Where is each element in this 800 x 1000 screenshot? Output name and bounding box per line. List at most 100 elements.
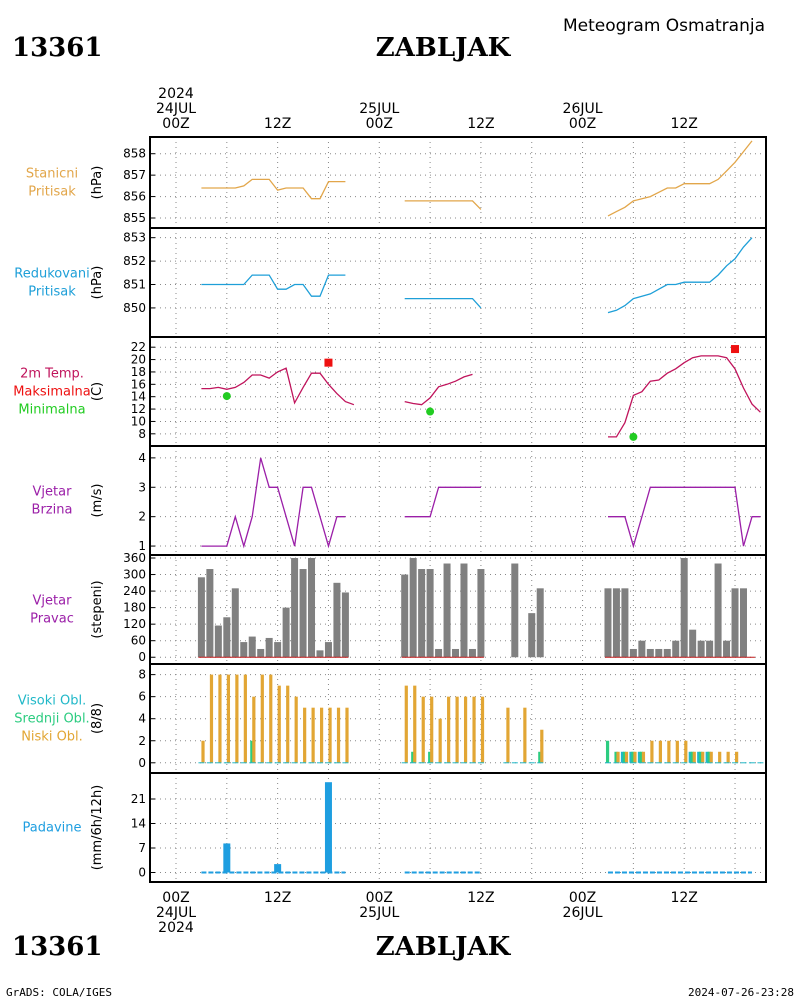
time-tick-bottom: 26JUL [563,905,603,921]
direction-bar [341,592,349,658]
cloud-bar [692,751,696,763]
direction-bar [680,558,688,658]
station-id-top: 13361 [12,33,102,63]
panel-frame [149,136,767,229]
panel-label: Visoki Obl. [18,694,86,709]
direction-bar [274,642,282,658]
direction-bar [672,640,680,658]
series-line [607,237,753,314]
cloud-bar [269,674,273,763]
panel-stanicni: 855 856 857 858 (hPa) Stanicni Pritisak [26,136,767,229]
series-line [608,486,761,549]
cloud-bar [614,751,618,763]
cloud-bar [250,740,254,763]
direction-bar [291,558,299,658]
cloud-bar [667,740,671,763]
cloud-bar [605,740,610,763]
cloud-bar [480,696,485,763]
precip-bar [274,864,282,873]
y-tick-label: 180 [123,601,146,615]
direction-bar [629,648,637,658]
time-tick-bottom: 00Z [162,890,189,906]
time-tick-top: 00Z [569,116,596,132]
cloud-bar [624,751,629,763]
cloud-bar [506,707,510,763]
y-tick-label: 8 [138,668,146,682]
y-tick-label: 16 [131,377,146,391]
y-tick-label: 21 [131,792,146,806]
cloud-bar [658,740,662,763]
cloud-bar [709,751,713,763]
cloud-bar [421,696,425,763]
y-tick-label: 858 [123,147,146,161]
direction-bar [528,613,536,658]
cloud-bar [699,751,703,763]
panel-padavine: 0 7 14 21 (mm/6h/12h) Padavine [23,772,767,883]
direction-bar [257,648,265,658]
series-line [404,297,482,309]
y-tick-label: 853 [123,231,146,245]
cloud-bar [463,696,468,763]
cloud-bar [718,751,722,763]
direction-bar [731,588,739,658]
cloud-bar [637,751,642,763]
cloud-bar [633,751,637,763]
cloud-bar [226,674,231,763]
panel-frame [149,445,767,556]
footer-timestamp: 2024-07-26-23:28 [688,986,794,999]
y-tick-label: 850 [123,301,146,315]
time-tick-top: 12Z [264,116,291,132]
y-tick-label: 10 [131,414,146,428]
time-tick-bottom: 2024 [158,920,194,936]
direction-bar [612,588,620,658]
direction-bar [223,617,231,658]
cloud-bar [726,751,730,763]
direction-bar [460,563,468,658]
panel-label: Brzina [32,503,73,518]
cloud-bar [411,751,415,763]
panels: 855856857858(hPa)StanicniPritisak8508518… [13,136,767,883]
y-axis-label: (hPa) [90,266,105,300]
y-tick-label: 8 [138,427,146,441]
cloud-bar [622,751,627,763]
series-line [404,486,481,518]
y-axis-label: (8/8) [90,703,105,734]
direction-bar [299,569,307,658]
y-tick-label: 0 [138,866,146,880]
cloud-bar [252,696,256,763]
cloud-bar [286,685,290,763]
time-tick-bottom: 00Z [569,890,596,906]
cloud-bar [697,751,701,763]
cloud-bar [235,674,239,763]
precip-bar [223,843,231,873]
direction-bar [324,642,332,658]
panel-frame [149,227,767,338]
direction-bar [706,640,714,658]
cloud-bar [413,685,417,763]
cloud-bar [735,751,739,763]
cloud-bar [707,751,711,763]
panel-label: Srednji Obl. [14,712,89,727]
series-line [201,367,355,406]
tmax-marker [731,345,740,354]
time-tick-bottom: 25JUL [359,905,399,921]
panel-frame [149,772,767,883]
direction-bar [443,563,451,658]
direction-bar [197,577,205,658]
panel-redukovani: 850 851 852 853 (hPa)Redukovani Pritisak [14,227,767,338]
direction-bar [316,650,324,658]
direction-bar [536,588,544,658]
y-tick-label: 120 [123,617,146,631]
product-title: Meteogram Osmatranja [563,16,765,36]
panel-label: Pravac [30,612,74,627]
panel-label: Padavine [23,821,82,836]
direction-bar [401,574,409,658]
panel-label: Niski Obl. [21,730,83,745]
direction-bar [638,640,646,658]
y-tick-label: 4 [138,451,146,465]
cloud-bar [455,696,459,763]
cloud-bar [540,729,544,763]
cloud-bar [345,707,349,763]
time-tick-top: 25JUL [359,101,399,117]
